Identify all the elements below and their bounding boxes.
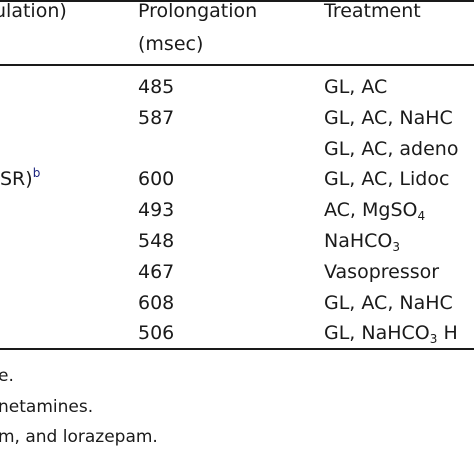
header-bottom-rule [0,64,474,66]
prolongation-value: 587 [138,107,175,129]
treatment-value: GL, AC, NaHC [324,107,453,129]
header-prolongation: Prolongation [138,0,258,22]
prolongation-value: 608 [138,292,175,314]
treatment-value: GL, AC, NaHC [324,292,453,314]
treatment-value: GL, NaHCO3 H [324,322,458,346]
header-prolongation-unit: (msec) [138,33,204,55]
footnote-line: e. [0,366,14,386]
treatment-value: AC, MgSO4 [324,199,426,223]
prolongation-value: 600 [138,168,175,190]
footnote-line: netamines. [0,397,94,417]
treatment-value: NaHCO3 [324,230,401,254]
prolongation-value: 485 [138,76,175,98]
prolongation-value: 467 [138,261,175,283]
treatment-value: GL, AC [324,76,388,98]
row-label: SR)b [0,166,41,190]
header-treatment: Treatment [324,0,421,22]
table-top-rule [0,0,474,2]
treatment-value: GL, AC, Lidoc [324,168,450,190]
treatment-value: Vasopressor [324,261,440,283]
footnote-line: m, and lorazepam. [0,427,158,447]
table-bottom-rule [0,348,474,350]
prolongation-value: 548 [138,230,175,252]
header-col1: ulation) [0,0,67,22]
treatment-value: GL, AC, adeno [324,138,459,160]
prolongation-value: 493 [138,199,175,221]
footnote-marker: b [32,166,41,180]
prolongation-value: 506 [138,322,175,344]
